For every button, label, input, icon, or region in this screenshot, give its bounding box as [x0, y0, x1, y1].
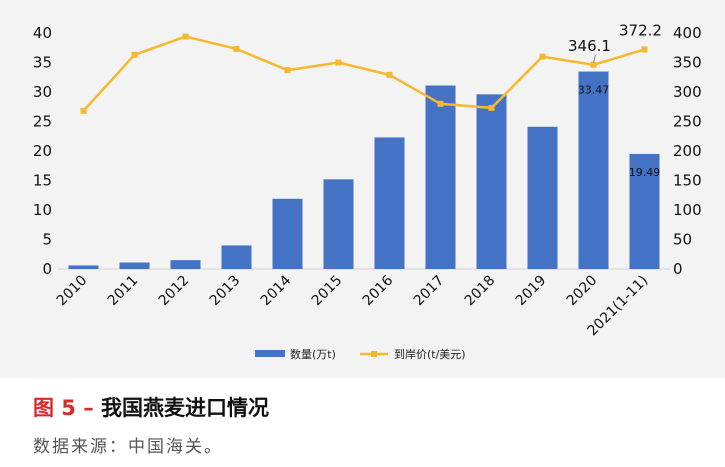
- line-marker: [488, 104, 495, 111]
- y-right-tick-label: 150: [673, 172, 702, 190]
- bar: [119, 262, 150, 269]
- x-tick-label: 2018: [462, 273, 499, 310]
- y-right-tick-label: 200: [673, 142, 702, 160]
- y-right-tick-label: 400: [673, 24, 702, 42]
- y-left-tick-label: 10: [33, 201, 52, 219]
- figure-caption: 图 5 – 我国燕麦进口情况: [33, 392, 269, 422]
- x-tick-label: 2011: [105, 273, 142, 310]
- bar: [629, 154, 660, 269]
- y-right-tick-label: 300: [673, 83, 702, 101]
- bar: [221, 245, 252, 269]
- legend-swatch-marker: [371, 351, 377, 357]
- line-marker: [233, 45, 240, 52]
- y-left-tick-label: 25: [33, 113, 52, 131]
- line-data-label: 346.1: [568, 37, 611, 55]
- x-tick-label: 2013: [207, 273, 244, 310]
- y-left-tick-label: 20: [33, 142, 52, 160]
- figure-title: 我国燕麦进口情况: [101, 396, 270, 420]
- y-left-tick-label: 5: [42, 231, 52, 249]
- combo-chart: 0510152025303540050100150200250300350400…: [33, 21, 702, 361]
- x-tick-label: 2019: [513, 273, 550, 310]
- line-marker: [182, 33, 189, 40]
- line-marker: [641, 46, 648, 53]
- bar: [476, 94, 507, 269]
- bar: [425, 85, 456, 269]
- x-tick-label: 2014: [258, 272, 295, 309]
- bar: [527, 126, 558, 269]
- y-left-tick-label: 0: [42, 260, 52, 278]
- legend-label-line: 到岸价(t/美元): [394, 348, 466, 361]
- line-marker: [335, 59, 342, 66]
- bar: [170, 260, 201, 269]
- bar: [272, 198, 303, 269]
- line-marker: [437, 100, 444, 107]
- bar: [374, 137, 405, 269]
- x-tick-label: 2020: [564, 273, 601, 310]
- legend-swatch-bar: [255, 350, 285, 357]
- legend-label-bar: 数量(万t): [290, 348, 336, 361]
- x-tick-label: 2010: [54, 273, 91, 310]
- line-marker: [284, 67, 291, 74]
- y-right-tick-label: 50: [673, 231, 692, 249]
- x-tick-label: 2016: [360, 272, 397, 309]
- x-tick-label: 2017: [411, 273, 448, 310]
- label-leader-line: [593, 54, 596, 63]
- line-marker: [386, 71, 393, 78]
- line-data-label: 372.2: [619, 21, 662, 39]
- bar: [578, 71, 609, 269]
- line-marker: [590, 61, 597, 68]
- y-right-tick-label: 350: [673, 54, 702, 72]
- figure-number: 图 5 –: [33, 396, 94, 420]
- y-left-tick-label: 30: [33, 83, 52, 101]
- price-line: [82, 35, 645, 112]
- chart-panel: 0 5 10 15 20 25 30 35 40 0 50 100 150 200 250 300 350 400…: [0, 0, 725, 378]
- y-right-tick-label: 0: [673, 260, 683, 278]
- x-tick-label: 2012: [156, 273, 193, 310]
- y-left-tick-label: 15: [33, 172, 52, 190]
- bar-data-label: 19.49: [629, 166, 661, 179]
- line-marker: [539, 53, 546, 60]
- y-left-tick-label: 35: [33, 54, 52, 72]
- bar: [323, 179, 354, 269]
- bar-data-label: 33.47: [578, 84, 610, 97]
- line-marker: [80, 107, 87, 114]
- line-marker: [131, 51, 138, 58]
- x-tick-label: 2015: [309, 273, 346, 310]
- y-right-tick-label: 100: [673, 201, 702, 219]
- source-note: 数据来源：中国海关。: [33, 437, 223, 457]
- bar: [68, 265, 99, 269]
- y-right-tick-label: 250: [673, 113, 702, 131]
- y-left-tick-label: 40: [33, 24, 52, 42]
